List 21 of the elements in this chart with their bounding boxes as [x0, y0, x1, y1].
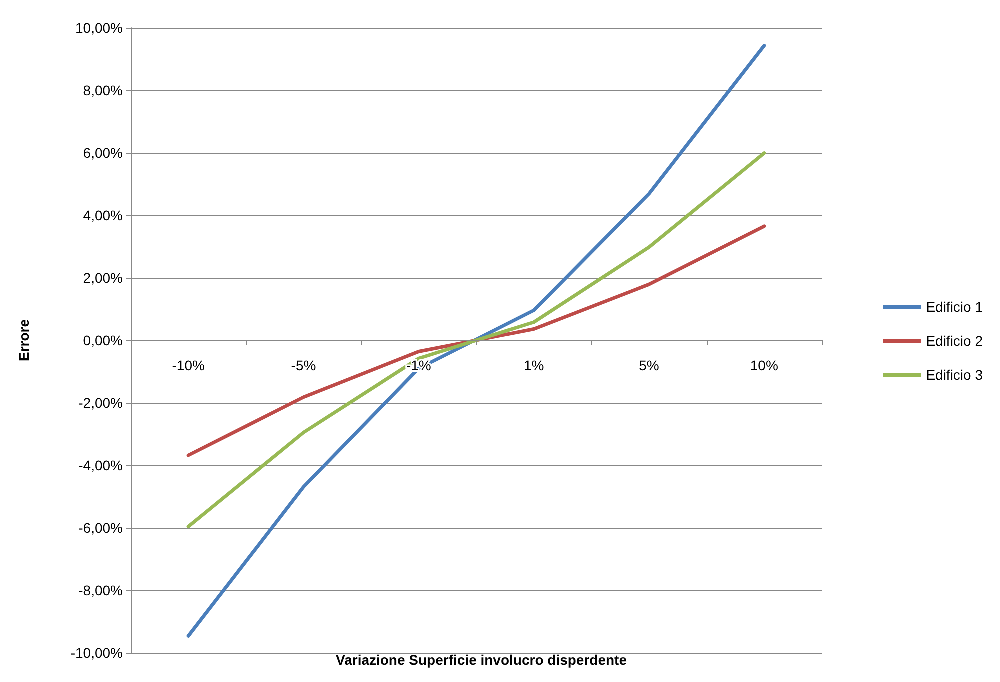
y-tick-label: 8,00% — [83, 82, 123, 98]
y-axis-title: Errore — [16, 319, 32, 362]
x-tick-label: -5% — [291, 358, 316, 374]
y-tick-label: -4,00% — [78, 458, 123, 474]
y-tick-label: -6,00% — [78, 520, 123, 536]
y-tick-label: 6,00% — [83, 145, 123, 161]
y-tick-label: -2,00% — [78, 395, 123, 411]
x-tick-label: -10% — [172, 358, 205, 374]
legend-label: Edificio 3 — [926, 367, 984, 383]
x-tick-label: 1% — [524, 358, 544, 374]
x-tick-label: 10% — [750, 358, 778, 374]
y-tick-label: 0,00% — [83, 332, 123, 348]
y-tick-label: -10,00% — [70, 645, 123, 661]
legend-label: Edificio 1 — [926, 299, 984, 315]
legend-label: Edificio 2 — [926, 333, 984, 349]
x-tick-label: 5% — [639, 358, 660, 374]
y-tick-label: -8,00% — [78, 582, 123, 598]
x-axis-title: Variazione Superficie involucro disperdente — [336, 652, 628, 668]
y-tick-label: 2,00% — [83, 270, 123, 286]
y-tick-label: 4,00% — [83, 208, 123, 224]
y-tick-label: 10,00% — [76, 20, 123, 36]
